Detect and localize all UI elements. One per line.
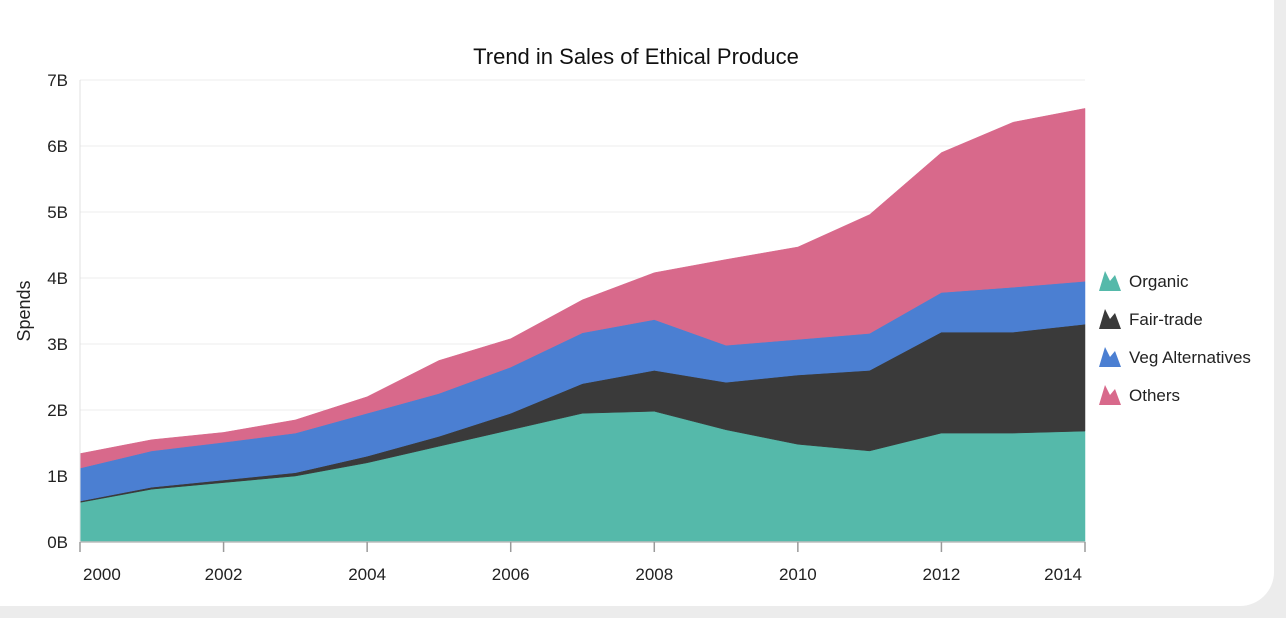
legend-label: Fair-trade	[1129, 310, 1203, 329]
legend: Organic Fair-trade Veg Alternatives Others	[1099, 271, 1251, 405]
x-tick-label: 2012	[923, 565, 961, 584]
y-tick-label: 0B	[47, 533, 68, 552]
y-tick-label: 2B	[47, 401, 68, 420]
legend-label: Veg Alternatives	[1129, 348, 1251, 367]
x-tick-label: 2014	[1044, 565, 1082, 584]
legend-swatch-icon	[1099, 385, 1121, 405]
legend-item-veg-alternatives[interactable]: Veg Alternatives	[1099, 347, 1251, 367]
legend-swatch-icon	[1099, 271, 1121, 291]
area-series-group	[79, 108, 1086, 543]
legend-swatch-icon	[1099, 347, 1121, 367]
x-tick-label: 2004	[348, 565, 386, 584]
y-tick-label: 4B	[47, 269, 68, 288]
legend-item-others[interactable]: Others	[1099, 385, 1180, 405]
legend-swatch-icon	[1099, 309, 1121, 329]
y-axis-title: Spends	[14, 280, 34, 341]
area-others[interactable]	[79, 108, 1086, 469]
x-tick-label: 2002	[205, 565, 243, 584]
y-tick-label: 1B	[47, 467, 68, 486]
axes: 0B 1B 2B 3B 4B 5B 6B 7B 2000 2002 2004 2006 2008 2010…	[47, 71, 1086, 584]
chart-card: 0B 1B 2B 3B 4B 5B 6B 7B 2000 2002 2004 2006 2008 2010…	[0, 0, 1274, 606]
y-tick-label: 5B	[47, 203, 68, 222]
x-tick-label: 2010	[779, 565, 817, 584]
x-tick-label: 2006	[492, 565, 530, 584]
legend-label: Others	[1129, 386, 1180, 405]
y-tick-label: 7B	[47, 71, 68, 90]
legend-item-fair-trade[interactable]: Fair-trade	[1099, 309, 1203, 329]
chart-title: Trend in Sales of Ethical Produce	[473, 44, 799, 69]
legend-label: Organic	[1129, 272, 1189, 291]
x-tick-label: 2008	[635, 565, 673, 584]
legend-item-organic[interactable]: Organic	[1099, 271, 1189, 291]
x-tick-label: 2000	[83, 565, 121, 584]
y-tick-label: 3B	[47, 335, 68, 354]
y-tick-label: 6B	[47, 137, 68, 156]
